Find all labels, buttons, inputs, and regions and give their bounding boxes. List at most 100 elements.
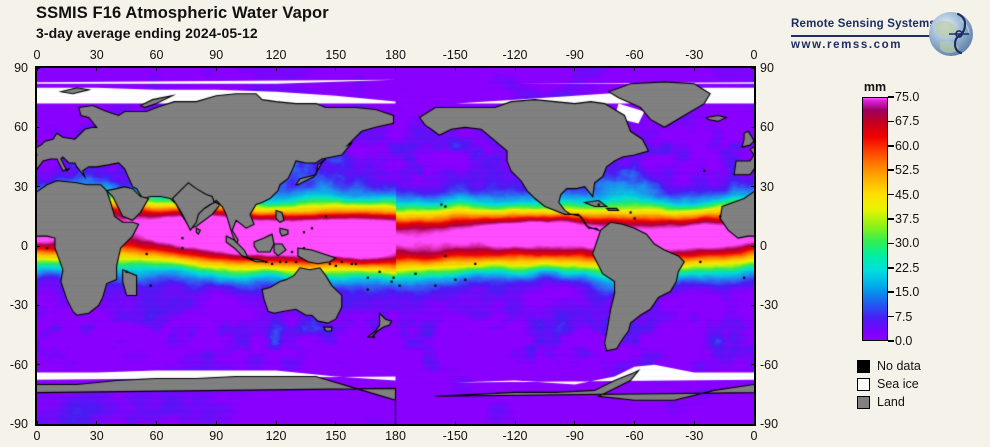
lon-tick-mark — [574, 66, 576, 71]
colorbar-tick-mark — [888, 242, 894, 245]
colorbar-tick-label: 30.0 — [895, 236, 920, 251]
logo-org-name: Remote Sensing Systems — [791, 18, 937, 30]
lon-tick-label: 60 — [149, 429, 164, 443]
colorbar-tick-label: 37.5 — [895, 212, 920, 226]
colorbar-tick-mark — [888, 267, 894, 269]
lat-tick-mark — [35, 67, 40, 69]
lon-tick-label: 180 — [385, 48, 406, 62]
lon-tick-label: -120 — [502, 48, 528, 62]
lon-tick-mark — [574, 421, 576, 426]
legend-label-no-data: No data — [877, 359, 921, 373]
colorbar-tick-mark — [888, 120, 894, 123]
colorbar-tick-mark — [888, 315, 894, 318]
lat-tick-mark — [35, 245, 40, 247]
legend-label-sea-ice: Sea ice — [877, 377, 919, 391]
lon-tick-label: 90 — [209, 429, 224, 443]
lat-tick-mark — [751, 186, 756, 188]
logo-divider — [791, 35, 943, 37]
lon-tick-mark — [693, 421, 695, 426]
colorbar-tick-label: 45.0 — [895, 187, 920, 202]
lon-tick-label: -150 — [442, 48, 468, 62]
lat-tick-label: -60 — [760, 357, 779, 372]
lon-tick-mark — [395, 66, 396, 71]
lon-tick-mark — [634, 421, 635, 426]
lat-tick-label: -30 — [9, 298, 28, 313]
page-subtitle: 3-day average ending 2024-05-12 — [36, 25, 258, 41]
lon-tick-label: 0 — [750, 48, 758, 62]
lon-tick-label: 30 — [89, 48, 104, 62]
lat-tick-mark — [751, 245, 756, 247]
legend-swatch-sea-ice — [857, 378, 870, 391]
lat-tick-label: -90 — [9, 417, 28, 431]
lat-tick-label: 0 — [760, 239, 767, 253]
world-map-plot[interactable] — [35, 66, 756, 426]
lon-tick-mark — [215, 66, 217, 71]
page-title: SSMIS F16 Atmospheric Water Vapor — [36, 4, 329, 22]
lon-tick-label: 120 — [265, 429, 287, 443]
lon-tick-label: 0 — [750, 429, 758, 443]
colorbar-tick-label: 15.0 — [895, 285, 920, 300]
lat-tick-label: -60 — [9, 357, 28, 372]
legend-item-sea-ice: Sea ice — [857, 376, 977, 393]
mask-legend: No data Sea ice Land — [857, 358, 977, 412]
lon-tick-label: -30 — [685, 48, 704, 62]
lon-tick-mark — [454, 421, 456, 426]
colorbar-tick-mark — [888, 96, 894, 98]
lat-tick-label: 60 — [760, 120, 774, 135]
lon-tick-label: 60 — [149, 48, 164, 62]
colorbar-tick-label: 60.0 — [895, 138, 920, 153]
lat-tick-label: 30 — [14, 179, 28, 194]
lon-tick-mark — [395, 421, 396, 426]
lat-tick-label: 90 — [14, 61, 28, 75]
colorbar-tick-mark — [888, 169, 894, 171]
logo-website-url: www.remss.com — [791, 39, 903, 51]
lat-tick-mark — [35, 364, 40, 366]
lat-tick-mark — [751, 423, 756, 425]
lon-tick-mark — [514, 421, 516, 426]
colorbar-tick-label: 67.5 — [895, 114, 920, 129]
globe-icon — [929, 12, 973, 56]
colorbar-tick-label: 7.5 — [895, 309, 913, 324]
lon-tick-label: -120 — [502, 429, 528, 443]
lat-tick-mark — [35, 304, 40, 306]
colorbar-tick-mark — [888, 291, 894, 293]
colorbar-tick-label: 22.5 — [895, 260, 920, 275]
lat-tick-mark — [751, 364, 756, 366]
colorbar-gradient[interactable] — [862, 97, 888, 341]
colorbar-tick-mark — [888, 145, 894, 147]
remss-logo[interactable]: Remote Sensing Systems www.remss.com — [791, 8, 976, 60]
lon-tick-label: 30 — [89, 429, 104, 443]
lon-tick-mark — [514, 66, 516, 71]
lon-tick-mark — [753, 66, 755, 71]
lat-tick-mark — [35, 186, 40, 188]
lon-tick-label: 90 — [209, 48, 224, 62]
lon-tick-mark — [156, 421, 157, 426]
lon-tick-mark — [275, 421, 277, 426]
colorbar-tick-label: 52.5 — [895, 163, 920, 178]
lat-tick-mark — [35, 126, 40, 128]
lon-tick-mark — [335, 421, 337, 426]
lon-tick-mark — [275, 66, 277, 71]
lon-tick-label: -60 — [625, 48, 644, 62]
lat-tick-label: -30 — [760, 298, 779, 313]
legend-label-land: Land — [877, 395, 905, 409]
lon-tick-label: -90 — [565, 48, 584, 62]
lon-tick-mark — [215, 421, 217, 426]
lon-tick-mark — [634, 66, 635, 71]
legend-swatch-no-data — [857, 360, 870, 373]
legend-item-no-data: No data — [857, 358, 977, 375]
lon-tick-mark — [335, 66, 337, 71]
lat-tick-mark — [751, 304, 756, 306]
lon-tick-label: 120 — [265, 48, 287, 62]
lat-tick-label: -90 — [760, 417, 779, 431]
lon-tick-mark — [36, 66, 38, 71]
lon-tick-label: 150 — [325, 429, 347, 443]
lat-tick-mark — [751, 67, 756, 69]
lat-tick-label: 0 — [21, 239, 28, 253]
lon-tick-mark — [693, 66, 695, 71]
lon-tick-label: 0 — [33, 48, 41, 62]
colorbar-tick-mark — [888, 218, 894, 220]
water-vapor-heatmap-canvas[interactable] — [37, 68, 754, 424]
lon-tick-mark — [156, 66, 157, 71]
lat-tick-label: 60 — [14, 120, 28, 135]
